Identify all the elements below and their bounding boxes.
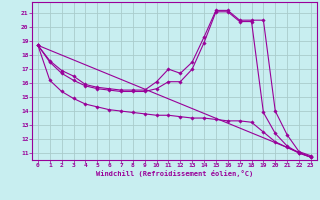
X-axis label: Windchill (Refroidissement éolien,°C): Windchill (Refroidissement éolien,°C) <box>96 170 253 177</box>
